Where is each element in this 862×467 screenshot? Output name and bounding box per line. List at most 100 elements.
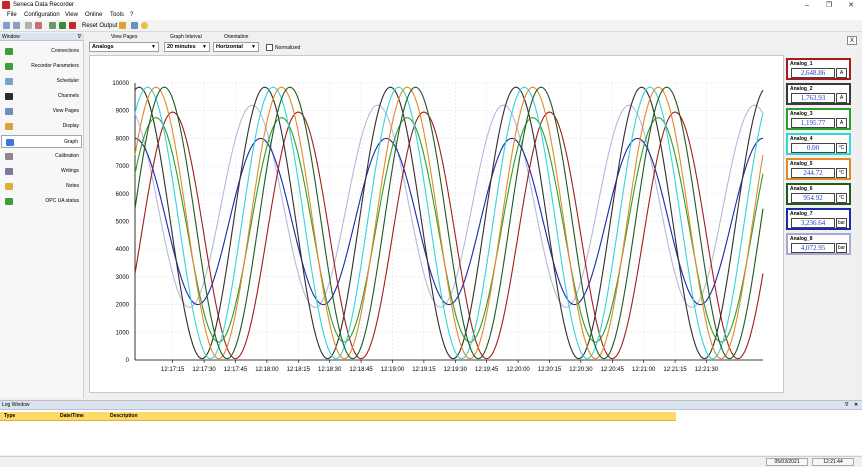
scheduler-icon	[5, 78, 13, 85]
close-log-icon[interactable]: ✕	[854, 402, 859, 408]
reset-output-button[interactable]: Reset Output	[82, 23, 118, 29]
graph-panel: 0 1000 2000 3000 4000 5000 6000 7000 8000 9000 100…	[89, 55, 784, 393]
x-tick-label: 12:21:15	[663, 367, 687, 373]
pin-icon[interactable]: ∇	[77, 34, 81, 40]
undo-icon[interactable]	[25, 22, 32, 29]
menu-help[interactable]: ?	[130, 12, 134, 18]
log-column-datetime[interactable]: Date/Time	[60, 413, 84, 419]
sidebar-item-connections[interactable]: Connections	[1, 45, 82, 58]
channel-analog-3[interactable]: Analog_3 1,195.77 A	[786, 108, 851, 130]
log-column-type[interactable]: Type	[4, 413, 16, 419]
view-pages-icon	[5, 108, 13, 115]
sidebar-item-calibration[interactable]: Calibration	[1, 150, 82, 163]
y-tick-label: 7000	[116, 164, 130, 170]
sidebar-item-opc-ua-status[interactable]: OPC UA status	[1, 195, 82, 208]
calibration-icon	[5, 153, 13, 160]
channel-name: Analog_7	[790, 211, 813, 217]
x-tick-label: 12:20:45	[601, 367, 625, 373]
channel-name: Analog_1	[790, 61, 813, 67]
x-tick-label: 12:18:15	[287, 367, 311, 373]
view-pages-select[interactable]: Analogs ▼	[89, 42, 159, 52]
x-tick-label: 12:17:30	[192, 367, 216, 373]
menu-file[interactable]: File	[7, 12, 17, 18]
channels-icon	[5, 93, 13, 100]
line-chart: 0 1000 2000 3000 4000 5000 6000 7000 8000 9000 100…	[112, 81, 764, 373]
series-line-analog-5	[134, 86, 764, 360]
sidebar-item-label: View Pages	[52, 108, 79, 114]
chevron-down-icon: ▼	[202, 44, 207, 50]
help-icon[interactable]	[141, 22, 148, 29]
save-icon[interactable]	[13, 22, 20, 29]
channel-analog-6[interactable]: Analog_6 954.92 °C	[786, 183, 851, 205]
sidebar-item-display[interactable]: Display	[1, 120, 82, 133]
x-tick-label: 12:18:00	[255, 367, 279, 373]
view-pages-value: Analogs	[92, 44, 114, 50]
maximize-button[interactable]: ❐	[825, 2, 833, 9]
sidebar-item-graph[interactable]: Graph	[1, 135, 82, 148]
channel-analog-2[interactable]: Analog_2 1,763.93 A	[786, 83, 851, 105]
series-line-analog-1	[134, 111, 764, 360]
monitor-icon[interactable]	[131, 22, 138, 29]
channel-unit: bar	[836, 243, 847, 253]
disconnect-icon[interactable]	[35, 22, 42, 29]
y-tick-label: 8000	[116, 136, 130, 142]
x-tick-label: 12:19:15	[412, 367, 436, 373]
sidebar-item-writings[interactable]: Writings	[1, 165, 82, 178]
x-tick-label: 12:19:30	[444, 367, 468, 373]
sidebar-item-label: Notes	[65, 183, 79, 189]
log-column-description[interactable]: Description	[110, 413, 138, 419]
view-pages-label: View Pages	[111, 34, 138, 40]
channel-analog-7[interactable]: Analog_7 3,236.64 bar	[786, 208, 851, 230]
channel-unit: A	[836, 68, 847, 78]
orientation-value: Horizontal	[216, 44, 243, 50]
menu-configuration[interactable]: Configuration	[24, 12, 60, 18]
graph-interval-select[interactable]: 20 minutes ▼	[164, 42, 210, 52]
menu-online[interactable]: Online	[85, 12, 103, 18]
alert-icon[interactable]	[119, 22, 126, 29]
graph-interval-label: Graph Interval	[170, 34, 202, 40]
channel-name: Analog_3	[790, 111, 813, 117]
sidebar-item-recorder-parameters[interactable]: Recorder Parameters	[1, 60, 82, 73]
x-tick-label: 12:21:30	[695, 367, 719, 373]
minimize-button[interactable]: –	[805, 2, 809, 9]
pin-icon[interactable]: ∇	[845, 402, 849, 408]
channel-analog-1[interactable]: Analog_1 2,648.86 A	[786, 58, 851, 80]
new-icon[interactable]	[3, 22, 10, 29]
menu-view[interactable]: View	[65, 12, 78, 18]
recorder-parameters-icon	[5, 63, 13, 70]
channel-analog-5[interactable]: Analog_5 244.72 °C	[786, 158, 851, 180]
channel-analog-8[interactable]: Analog_8 4,072.95 bar	[786, 233, 851, 255]
channel-unit: °C	[836, 168, 847, 178]
channel-value: 1,195.77	[791, 118, 835, 128]
graph-controls: View Pages Analogs ▼ Graph Interval 20 m…	[85, 33, 861, 55]
record-icon[interactable]	[59, 22, 66, 29]
normalized-checkbox[interactable]	[266, 44, 273, 51]
sidebar-item-scheduler[interactable]: Scheduler	[1, 75, 82, 88]
channel-analog-4[interactable]: Analog_4 0.00 °C	[786, 133, 851, 155]
orientation-select[interactable]: Horizontal ▼	[213, 42, 259, 52]
close-window-button[interactable]: ✕	[848, 2, 854, 9]
close-graph-button[interactable]: X	[847, 36, 857, 45]
sidebar-item-label: Channels	[57, 93, 79, 99]
series-line-analog-8	[134, 104, 764, 308]
notes-icon	[5, 183, 13, 190]
sidebar-item-channels[interactable]: Channels	[1, 90, 82, 103]
stop-icon[interactable]	[69, 22, 76, 29]
sidebar-item-view-pages[interactable]: View Pages	[1, 105, 82, 118]
menu-tools[interactable]: Tools	[110, 12, 125, 18]
sidebar-item-notes[interactable]: Notes	[1, 180, 82, 193]
y-tick-label: 10000	[112, 81, 129, 87]
log-header: Log Window ∇ ✕	[0, 401, 862, 410]
sidebar-item-label: Recorder Parameters	[31, 63, 79, 69]
status-date: 05/03/2021	[766, 458, 808, 466]
channel-value: 1,763.93	[791, 93, 835, 103]
channel-value: 3,236.64	[791, 218, 835, 228]
toolbar: Reset Output	[0, 20, 862, 32]
sidebar-item-label: Connections	[51, 48, 79, 54]
x-tick-label: 12:20:15	[538, 367, 562, 373]
play-icon[interactable]	[49, 22, 56, 29]
channel-name: Analog_2	[790, 86, 813, 92]
channel-value: 2,648.86	[791, 68, 835, 78]
channel-unit: A	[836, 93, 847, 103]
series-line-analog-6	[134, 86, 764, 360]
